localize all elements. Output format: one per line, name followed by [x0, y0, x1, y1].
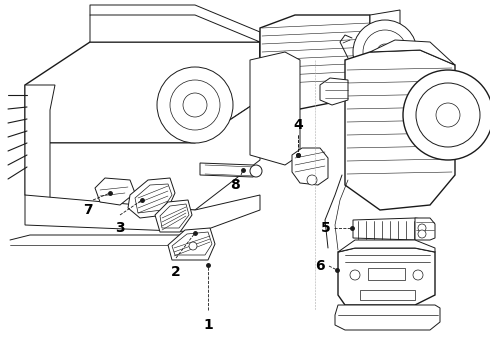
Text: 5: 5: [321, 221, 331, 235]
Circle shape: [416, 83, 480, 147]
Circle shape: [250, 165, 262, 177]
Polygon shape: [370, 10, 400, 100]
Polygon shape: [292, 148, 328, 185]
Circle shape: [403, 70, 490, 160]
Circle shape: [157, 67, 233, 143]
Polygon shape: [335, 305, 440, 330]
Circle shape: [363, 30, 407, 74]
Text: 1: 1: [203, 318, 213, 332]
Polygon shape: [415, 218, 435, 240]
Circle shape: [350, 270, 360, 280]
Text: 4: 4: [293, 118, 303, 132]
Polygon shape: [128, 178, 175, 218]
Circle shape: [413, 270, 423, 280]
Polygon shape: [338, 240, 435, 252]
Text: 7: 7: [83, 203, 93, 217]
Polygon shape: [90, 15, 260, 42]
Polygon shape: [345, 50, 455, 210]
Text: 6: 6: [315, 259, 325, 273]
Text: 2: 2: [171, 265, 181, 279]
Polygon shape: [155, 200, 192, 232]
Polygon shape: [360, 290, 415, 300]
Polygon shape: [25, 85, 55, 210]
Circle shape: [418, 224, 426, 232]
Polygon shape: [25, 42, 260, 143]
Polygon shape: [25, 195, 260, 232]
Polygon shape: [95, 178, 135, 205]
Circle shape: [307, 175, 317, 185]
Circle shape: [377, 44, 393, 60]
Polygon shape: [353, 218, 430, 240]
Circle shape: [418, 230, 426, 238]
Polygon shape: [260, 28, 295, 100]
Circle shape: [183, 93, 207, 117]
Polygon shape: [160, 204, 189, 228]
Circle shape: [170, 80, 220, 130]
Polygon shape: [338, 248, 435, 305]
Polygon shape: [25, 100, 260, 210]
Circle shape: [353, 20, 417, 84]
Circle shape: [436, 103, 460, 127]
Polygon shape: [320, 78, 348, 105]
Polygon shape: [260, 15, 370, 110]
Text: 8: 8: [230, 178, 240, 192]
Polygon shape: [172, 232, 212, 255]
Circle shape: [189, 242, 197, 250]
Polygon shape: [135, 184, 172, 213]
Polygon shape: [168, 228, 215, 260]
Polygon shape: [370, 40, 455, 65]
Text: 3: 3: [115, 221, 125, 235]
Polygon shape: [368, 268, 405, 280]
Polygon shape: [250, 52, 300, 165]
Polygon shape: [200, 163, 260, 177]
